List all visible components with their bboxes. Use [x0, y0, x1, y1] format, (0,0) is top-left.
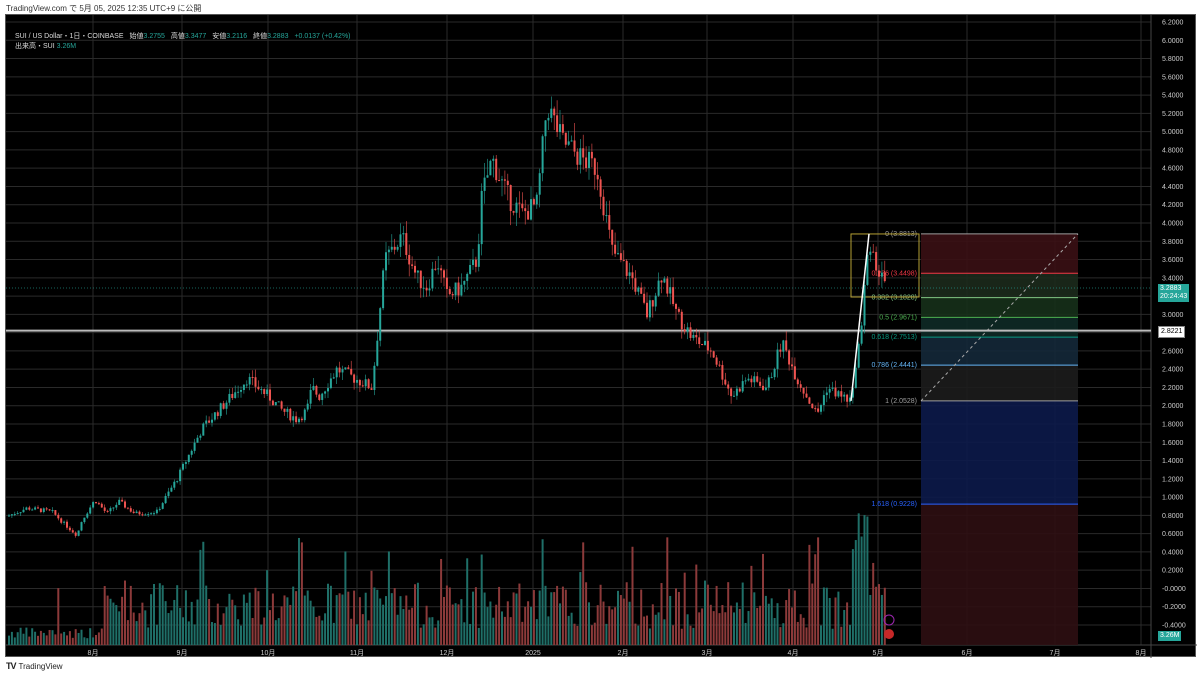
svg-text:5.4000: 5.4000 — [1162, 93, 1184, 100]
svg-text:7月: 7月 — [1050, 649, 1061, 657]
svg-text:5月: 5月 — [873, 649, 884, 657]
svg-text:3.8000: 3.8000 — [1162, 239, 1184, 246]
svg-text:2.2000: 2.2000 — [1162, 385, 1184, 392]
svg-text:2.6000: 2.6000 — [1162, 348, 1184, 355]
svg-text:0.8000: 0.8000 — [1162, 513, 1184, 520]
svg-text:9月: 9月 — [177, 649, 188, 657]
tradingview-logo-icon: TV — [6, 661, 16, 671]
ohlc-row: SUI / US Dollar・1日・COINBASE 始値3.2755 高値3… — [15, 32, 351, 42]
svg-text:0.236 (3.4498): 0.236 (3.4498) — [871, 270, 917, 277]
svg-text:0.6000: 0.6000 — [1162, 531, 1184, 538]
svg-text:4.8000: 4.8000 — [1162, 147, 1184, 154]
volume-value: 3.26M — [56, 43, 77, 50]
low-label: 安値 — [212, 33, 227, 40]
low-value: 3.2116 — [226, 33, 248, 40]
svg-text:0.382 (3.1828): 0.382 (3.1828) — [871, 295, 917, 302]
bar-countdown: 20:24:43 — [1160, 293, 1188, 300]
chart-frame[interactable]: SUI / US Dollar・1日・COINBASE 始値3.2755 高値3… — [5, 14, 1197, 658]
svg-text:0.786 (2.4441): 0.786 (2.4441) — [871, 362, 917, 369]
svg-text:4.4000: 4.4000 — [1162, 184, 1184, 191]
svg-text:5.6000: 5.6000 — [1162, 74, 1184, 81]
svg-text:-0.4000: -0.4000 — [1162, 623, 1186, 630]
symbol-title[interactable]: SUI / US Dollar・1日・COINBASE — [15, 33, 124, 40]
svg-text:4月: 4月 — [788, 649, 799, 657]
svg-text:4.6000: 4.6000 — [1162, 166, 1184, 173]
footer-brand: TV TradingView — [6, 661, 63, 671]
volume-tag: 3.26M — [1158, 631, 1182, 641]
price-chart[interactable]: 6.2000 6.0000 5.8000 5.6000 5.4000 5.2000 5.00… — [6, 15, 1197, 658]
close-label: 終値 — [253, 33, 268, 40]
high-label: 高値 — [170, 33, 185, 40]
open-label: 始値 — [129, 33, 144, 40]
svg-text:5.2000: 5.2000 — [1162, 111, 1184, 118]
current-price-tag: 3.2883 20:24:43 — [1158, 284, 1190, 302]
current-price: 3.2883 — [1160, 285, 1182, 292]
svg-text:1.4000: 1.4000 — [1162, 458, 1184, 465]
publish-caption: TradingView.com で 5月 05, 2025 12:35 UTC+… — [6, 4, 202, 13]
svg-text:-0.2000: -0.2000 — [1162, 604, 1186, 611]
svg-text:1.6000: 1.6000 — [1162, 440, 1184, 447]
svg-text:1.8000: 1.8000 — [1162, 422, 1184, 429]
open-value: 3.2755 — [143, 33, 165, 40]
change-value: +0.0137 (+0.42%) — [294, 33, 351, 40]
svg-text:0.4000: 0.4000 — [1162, 549, 1184, 556]
svg-text:6月: 6月 — [962, 649, 973, 657]
svg-text:4.2000: 4.2000 — [1162, 202, 1184, 209]
svg-text:5.8000: 5.8000 — [1162, 56, 1184, 63]
high-value: 3.3477 — [184, 33, 207, 40]
svg-text:-0.0000: -0.0000 — [1162, 586, 1186, 593]
svg-text:2025: 2025 — [525, 650, 541, 657]
svg-text:3.0000: 3.0000 — [1162, 312, 1184, 319]
svg-text:1 (2.0528): 1 (2.0528) — [885, 398, 917, 405]
close-value: 3.2883 — [267, 33, 289, 40]
svg-text:1.0000: 1.0000 — [1162, 495, 1184, 502]
svg-text:0.618 (2.7513): 0.618 (2.7513) — [871, 334, 917, 341]
svg-text:8月: 8月 — [88, 649, 99, 657]
svg-text:3.6000: 3.6000 — [1162, 257, 1184, 264]
svg-text:2月: 2月 — [618, 649, 629, 657]
svg-text:2.0000: 2.0000 — [1162, 403, 1184, 410]
chart-legend: SUI / US Dollar・1日・COINBASE 始値3.2755 高値3… — [15, 32, 351, 52]
svg-text:3.4000: 3.4000 — [1162, 275, 1184, 282]
svg-text:10月: 10月 — [261, 649, 276, 657]
brand-name: TradingView — [18, 661, 63, 671]
hline-price-tag: 2.8221 — [1158, 326, 1186, 338]
svg-text:1.618 (0.9228): 1.618 (0.9228) — [871, 501, 917, 508]
volume-row: 出来高・SUI 3.26M — [15, 42, 351, 52]
svg-text:4.0000: 4.0000 — [1162, 221, 1184, 228]
svg-text:12月: 12月 — [440, 649, 455, 657]
svg-text:6.2000: 6.2000 — [1162, 20, 1184, 27]
svg-text:3月: 3月 — [702, 649, 713, 657]
svg-text:11月: 11月 — [350, 649, 364, 657]
svg-text:1.2000: 1.2000 — [1162, 476, 1184, 483]
svg-text:0.2000: 0.2000 — [1162, 568, 1184, 575]
svg-text:6.0000: 6.0000 — [1162, 38, 1184, 45]
svg-text:2.4000: 2.4000 — [1162, 367, 1184, 374]
volume-label[interactable]: 出来高・SUI — [15, 43, 55, 50]
svg-text:5.0000: 5.0000 — [1162, 129, 1184, 136]
svg-text:8月: 8月 — [1136, 649, 1147, 657]
svg-text:0.5 (2.9671): 0.5 (2.9671) — [879, 314, 917, 321]
